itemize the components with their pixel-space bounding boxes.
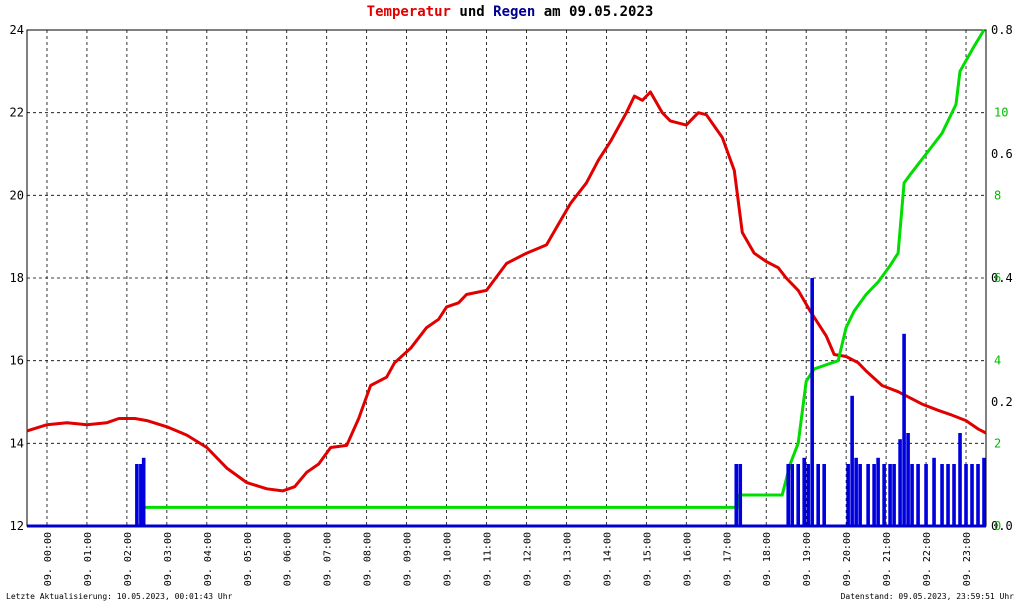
x-tick-label: 09. 17:00 bbox=[722, 532, 733, 586]
rain-interval-bar bbox=[822, 464, 826, 526]
rain-interval-bar bbox=[940, 464, 944, 526]
rain-interval-bar bbox=[846, 464, 850, 526]
x-tick-label: 09. 05:00 bbox=[243, 532, 254, 586]
footer-last-update: Letzte Aktualisierung: 10.05.2023, 00:01… bbox=[6, 592, 233, 601]
rain-interval-bar bbox=[854, 457, 858, 526]
x-tick-label: 09. 19:00 bbox=[802, 532, 813, 586]
y-right-outer-tick-label: 0.2 bbox=[991, 395, 1013, 409]
x-tick-label: 09. 20:00 bbox=[842, 532, 853, 586]
rain-interval-bar bbox=[135, 464, 139, 526]
rain-interval-bar bbox=[924, 464, 928, 526]
x-tick-label: 09. 10:00 bbox=[443, 532, 454, 586]
rain-interval-bar bbox=[932, 457, 936, 526]
y-left-tick-label: 24 bbox=[10, 23, 24, 37]
y-right-inner-tick-label: 8 bbox=[994, 188, 1001, 202]
rain-interval-bar bbox=[786, 464, 791, 526]
y-right-outer-tick-label: 0.8 bbox=[991, 23, 1013, 37]
x-tick-label: 09. 03:00 bbox=[163, 532, 174, 586]
x-tick-label: 09. 08:00 bbox=[363, 532, 374, 586]
rain-interval-bar bbox=[866, 464, 870, 526]
rain-interval-bar bbox=[898, 439, 902, 526]
rain-interval-bar bbox=[816, 464, 820, 526]
x-tick-label: 09. 02:00 bbox=[123, 532, 134, 586]
y-left-tick-label: 16 bbox=[10, 354, 24, 368]
footer-data-status: Datenstand: 09.05.2023, 23:59:51 Uhr bbox=[840, 592, 1014, 601]
rain-interval-bar bbox=[806, 464, 810, 526]
x-tick-label: 09. 15:00 bbox=[642, 532, 653, 586]
y-right-inner-tick-label: 0 bbox=[994, 519, 1001, 533]
y-right-inner-tick-label: 2 bbox=[994, 436, 1001, 450]
y-left-tick-label: 18 bbox=[10, 271, 24, 285]
rain-interval-bar bbox=[802, 457, 806, 526]
rain-interval-bar bbox=[916, 464, 920, 526]
x-tick-label: 09. 04:00 bbox=[203, 532, 214, 586]
rain-interval-bar bbox=[876, 457, 880, 526]
rain-interval-bar bbox=[790, 464, 795, 526]
x-tick-label: 09. 12:00 bbox=[522, 532, 533, 586]
y-right-outer-tick-label: 0.4 bbox=[991, 271, 1013, 285]
rain-interval-bar bbox=[906, 433, 910, 526]
y-left-tick-label: 20 bbox=[10, 188, 24, 202]
x-tick-label: 09. 00:00 bbox=[43, 532, 54, 586]
rain-interval-bar bbox=[964, 464, 968, 526]
plot-frame bbox=[26, 29, 987, 527]
title-date: am 09.05.2023 bbox=[543, 4, 654, 20]
title-temperature: Temperatur bbox=[366, 4, 451, 20]
x-tick-label: 09. 16:00 bbox=[682, 532, 693, 586]
x-tick-label: 09. 18:00 bbox=[762, 532, 773, 586]
rain-interval-bar bbox=[738, 464, 743, 526]
y-right-inner-tick-label: 4 bbox=[994, 354, 1001, 368]
rain-interval-bar bbox=[796, 464, 800, 526]
rain-interval-bar bbox=[982, 457, 986, 526]
rain-interval-bar bbox=[970, 464, 974, 526]
rain-interval-bar bbox=[872, 464, 876, 526]
rain-cumulative-line bbox=[142, 29, 986, 509]
x-tick-label: 09. 06:00 bbox=[283, 532, 294, 586]
rain-interval-bar bbox=[141, 457, 146, 526]
x-tick-label: 09. 09:00 bbox=[403, 532, 414, 586]
x-tick-label: 09. 07:00 bbox=[323, 532, 334, 586]
y-left-tick-label: 12 bbox=[10, 519, 24, 533]
rain-interval-bar bbox=[958, 433, 962, 526]
y-right-outer-tick-label: 0.6 bbox=[991, 147, 1013, 161]
y-right-inner-tick-label: 6 bbox=[994, 271, 1001, 285]
x-tick-label: 09. 22:00 bbox=[922, 532, 933, 586]
x-tick-label: 09. 23:00 bbox=[962, 532, 973, 586]
rain-interval-bar bbox=[882, 464, 886, 526]
y-right-inner-tick-label: 10 bbox=[994, 106, 1008, 120]
rain-interval-bar bbox=[902, 333, 906, 526]
x-tick-label: 09. 14:00 bbox=[602, 532, 613, 586]
rain-interval-bar bbox=[946, 464, 950, 526]
rain-interval-bar bbox=[810, 278, 814, 526]
rain-interval-bar bbox=[139, 464, 143, 526]
x-tick-label: 09. 01:00 bbox=[83, 532, 94, 586]
chart-title: Temperatur und Regen am 09.05.2023 bbox=[0, 4, 1020, 20]
rain-interval-bar bbox=[952, 464, 956, 526]
x-tick-label: 09. 11:00 bbox=[483, 532, 494, 586]
rain-interval-bar bbox=[888, 464, 892, 526]
y-left-tick-label: 22 bbox=[10, 106, 24, 120]
rain-interval-bar bbox=[858, 464, 862, 526]
rain-interval-bar bbox=[850, 395, 854, 526]
x-tick-label: 09. 13:00 bbox=[562, 532, 573, 586]
y-left-tick-label: 14 bbox=[10, 436, 24, 450]
title-rain: Regen bbox=[493, 4, 536, 20]
y-right-outer-tick-label: 0.0 bbox=[991, 519, 1013, 533]
x-tick-label: 09. 21:00 bbox=[882, 532, 893, 586]
rain-interval-bar bbox=[734, 464, 739, 526]
rain-interval-bar bbox=[910, 464, 914, 526]
rain-interval-bar bbox=[892, 464, 896, 526]
rain-interval-bar bbox=[976, 464, 980, 526]
title-and: und bbox=[459, 4, 485, 20]
